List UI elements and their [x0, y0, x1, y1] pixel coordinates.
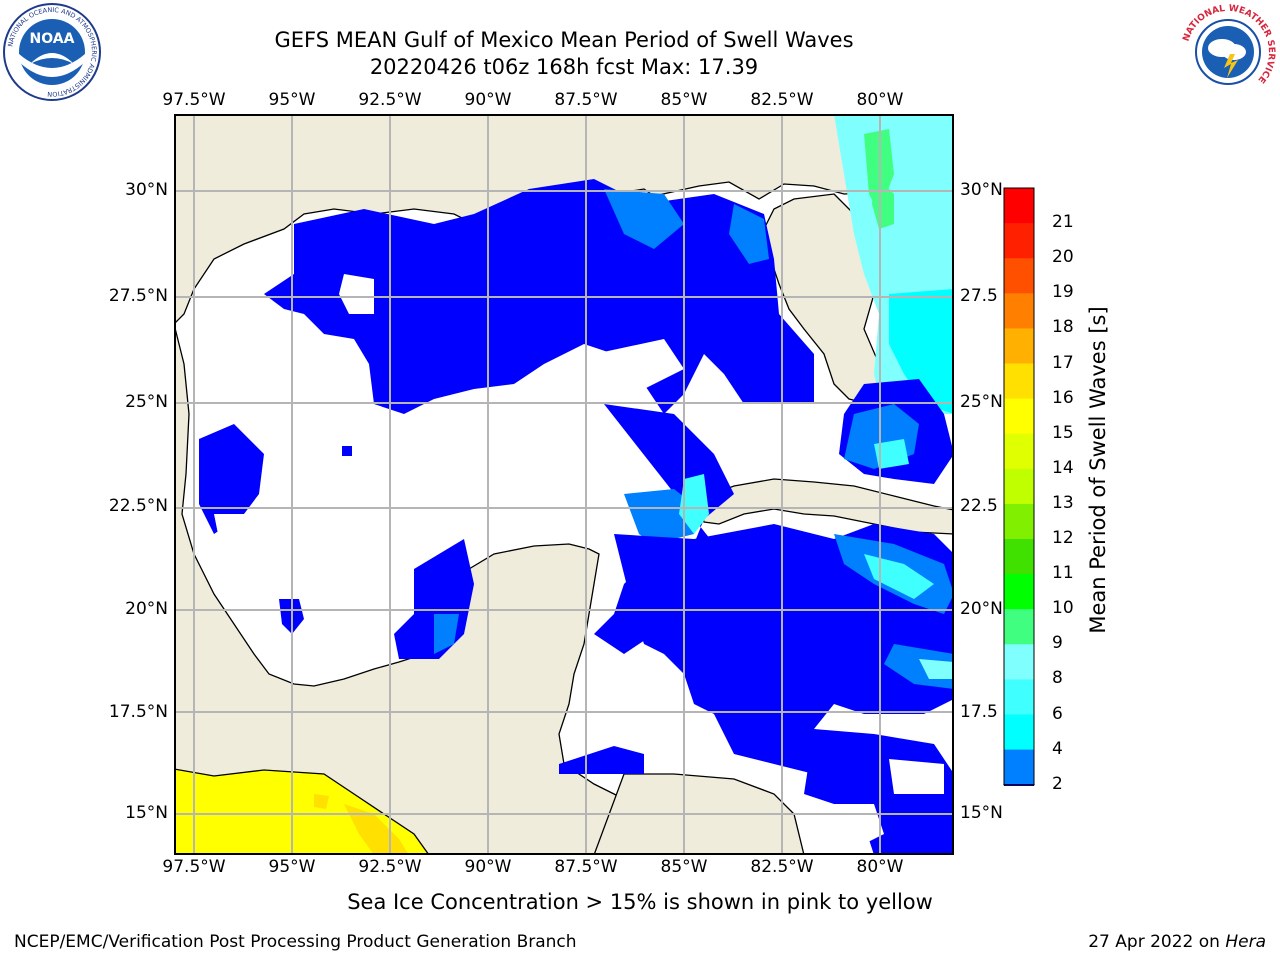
lat-tick-right: 17.5 — [960, 702, 998, 722]
colorbar-segment — [1004, 328, 1034, 364]
colorbar-tick-label: 17 — [1052, 352, 1074, 373]
map-frame — [174, 114, 954, 855]
map-title: GEFS MEAN Gulf of Mexico Mean Period of … — [274, 28, 854, 52]
colorbar-frame — [1003, 187, 1035, 786]
colorbar-tick-label: 10 — [1052, 598, 1074, 619]
lon-tick-bottom: 95°W — [268, 857, 316, 877]
colorbar-segment — [1004, 258, 1034, 294]
footer-timestamp: 27 Apr 2022 on Hera — [1088, 932, 1266, 952]
colorbar-tick-label: 14 — [1052, 457, 1074, 478]
colorbar-segment — [1004, 223, 1034, 259]
colorbar-tick-label: 13 — [1052, 492, 1074, 513]
colorbar-tick-label: 12 — [1052, 528, 1074, 548]
colorbar-segment — [1004, 363, 1034, 400]
lon-tick-bottom: 82.5°W — [750, 857, 814, 877]
lat-tick-left: 22.5°N — [108, 496, 168, 516]
lon-tick-top: 95°W — [268, 90, 316, 110]
footer-host: Hera — [1225, 932, 1266, 952]
colorbar-segment — [1004, 714, 1034, 751]
lon-tick-top: 90°W — [464, 90, 512, 110]
lat-tick-right: 27.5 — [960, 286, 998, 306]
lat-tick-left: 15°N — [125, 803, 168, 823]
lon-tick-bottom: 92.5°W — [358, 857, 422, 877]
lon-tick-top: 82.5°W — [750, 90, 814, 110]
colorbar-segment — [1004, 468, 1034, 505]
colorbar-segment — [1004, 574, 1034, 610]
colorbar-segment — [1004, 293, 1034, 329]
noaa-logo: NATIONAL OCEANIC AND ATMOSPHERIC ADMINIS… — [3, 3, 101, 101]
colorbar-segment — [1004, 644, 1034, 680]
colorbar-label: Mean Period of Swell Waves [s] — [1086, 306, 1110, 634]
lat-tick-left: 27.5°N — [108, 286, 168, 306]
cuba-land — [698, 478, 954, 535]
lat-tick-right: 22.5 — [960, 496, 998, 516]
nws-logo: NATIONAL WEATHER SERVICE — [1180, 4, 1276, 100]
lon-tick-top: 85°W — [660, 90, 708, 110]
colorbar — [1003, 187, 1035, 786]
lon-tick-top: 97.5°W — [162, 90, 226, 110]
colorbar-tick-label: 2 — [1052, 773, 1063, 794]
colorbar-segment — [1004, 679, 1034, 715]
colorbar-tick-label: 8 — [1052, 668, 1063, 689]
lon-tick-bottom: 90°W — [464, 857, 512, 877]
colorbar-segment — [1004, 398, 1034, 435]
footer-producer: NCEP/EMC/Verification Post Processing Pr… — [14, 932, 577, 952]
lon-tick-bottom: 85°W — [660, 857, 708, 877]
lat-tick-right: 25°N — [960, 392, 1003, 412]
colorbar-segment — [1004, 539, 1034, 575]
lat-tick-right: 20°N — [960, 599, 1003, 619]
lat-tick-left: 17.5°N — [108, 702, 168, 722]
colorbar-segment — [1004, 433, 1034, 470]
colorbar-segment — [1004, 609, 1034, 645]
lon-tick-bottom: 80°W — [856, 857, 904, 877]
colorbar-segment — [1004, 749, 1034, 786]
colorbar-tick-label: 21 — [1052, 212, 1074, 233]
sea-ice-caption: Sea Ice Concentration > 15% is shown in … — [347, 890, 933, 914]
colorbar-segment — [1004, 503, 1034, 540]
colorbar-tick-label: 4 — [1052, 738, 1063, 759]
footer-date: 27 Apr 2022 on — [1088, 932, 1226, 952]
map-gridlines — [174, 114, 954, 855]
lon-tick-top: 80°W — [856, 90, 904, 110]
lon-tick-bottom: 97.5°W — [162, 857, 226, 877]
colorbar-tick-label: 19 — [1052, 282, 1074, 303]
lat-tick-right: 15°N — [960, 803, 1003, 823]
colorbar-tick-label: 15 — [1052, 422, 1074, 443]
lat-tick-left: 25°N — [125, 392, 168, 412]
lon-tick-top: 92.5°W — [358, 90, 422, 110]
colorbar-tick-label: 6 — [1052, 703, 1063, 724]
lon-tick-bottom: 87.5°W — [554, 857, 618, 877]
colorbar-tick-label: 9 — [1052, 633, 1063, 654]
svg-text:NOAA: NOAA — [30, 31, 75, 47]
lat-tick-left: 30°N — [125, 180, 168, 200]
lon-tick-top: 87.5°W — [554, 90, 618, 110]
colorbar-tick-label: 16 — [1052, 387, 1074, 408]
lat-tick-right: 30°N — [960, 180, 1003, 200]
colorbar-tick-label: 18 — [1052, 317, 1074, 338]
colorbar-tick-label: 11 — [1052, 563, 1074, 584]
gulf-of-mexico-map — [174, 114, 954, 855]
lat-tick-left: 20°N — [125, 599, 168, 619]
colorbar-segment — [1004, 188, 1034, 224]
colorbar-tick-label: 20 — [1052, 247, 1074, 268]
map-subtitle: 20220426 t06z 168h fcst Max: 17.39 — [369, 55, 759, 79]
